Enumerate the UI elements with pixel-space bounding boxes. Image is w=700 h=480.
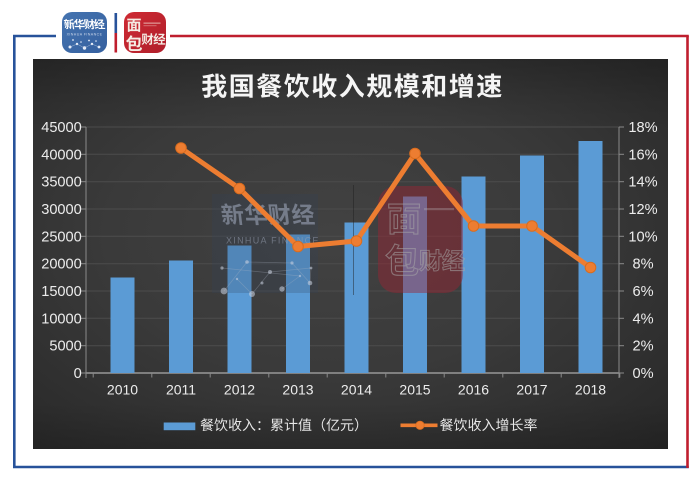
svg-text:35000: 35000 [41, 175, 82, 191]
svg-text:0%: 0% [632, 366, 653, 382]
svg-text:14%: 14% [628, 175, 657, 191]
svg-text:2018: 2018 [575, 382, 606, 398]
svg-text:XINHUA FINANCE: XINHUA FINANCE [67, 33, 103, 37]
svg-text:45000: 45000 [41, 120, 82, 136]
svg-text:XINHUA FINANCE: XINHUA FINANCE [226, 236, 320, 246]
svg-text:25000: 25000 [41, 229, 82, 245]
svg-text:2014: 2014 [341, 382, 372, 398]
svg-text:8%: 8% [632, 257, 653, 273]
svg-text:2010: 2010 [107, 382, 138, 398]
svg-text:30000: 30000 [41, 202, 82, 218]
svg-text:2017: 2017 [516, 382, 547, 398]
svg-text:2012: 2012 [224, 382, 255, 398]
svg-text:2%: 2% [632, 339, 653, 355]
svg-text:15000: 15000 [41, 284, 82, 300]
svg-text:2015: 2015 [399, 382, 430, 398]
svg-text:12%: 12% [628, 202, 657, 218]
svg-text:40000: 40000 [41, 147, 82, 163]
svg-text:6%: 6% [632, 284, 653, 300]
svg-text:20000: 20000 [41, 257, 82, 273]
svg-text:5000: 5000 [49, 339, 81, 355]
svg-text:18%: 18% [628, 120, 657, 136]
svg-text:0: 0 [74, 366, 82, 382]
svg-text:2016: 2016 [458, 382, 489, 398]
svg-text:2013: 2013 [282, 382, 313, 398]
svg-text:2011: 2011 [166, 382, 196, 398]
svg-text:16%: 16% [628, 147, 657, 163]
svg-text:10%: 10% [628, 229, 657, 245]
svg-text:4%: 4% [632, 311, 653, 327]
svg-text:10000: 10000 [41, 311, 82, 327]
